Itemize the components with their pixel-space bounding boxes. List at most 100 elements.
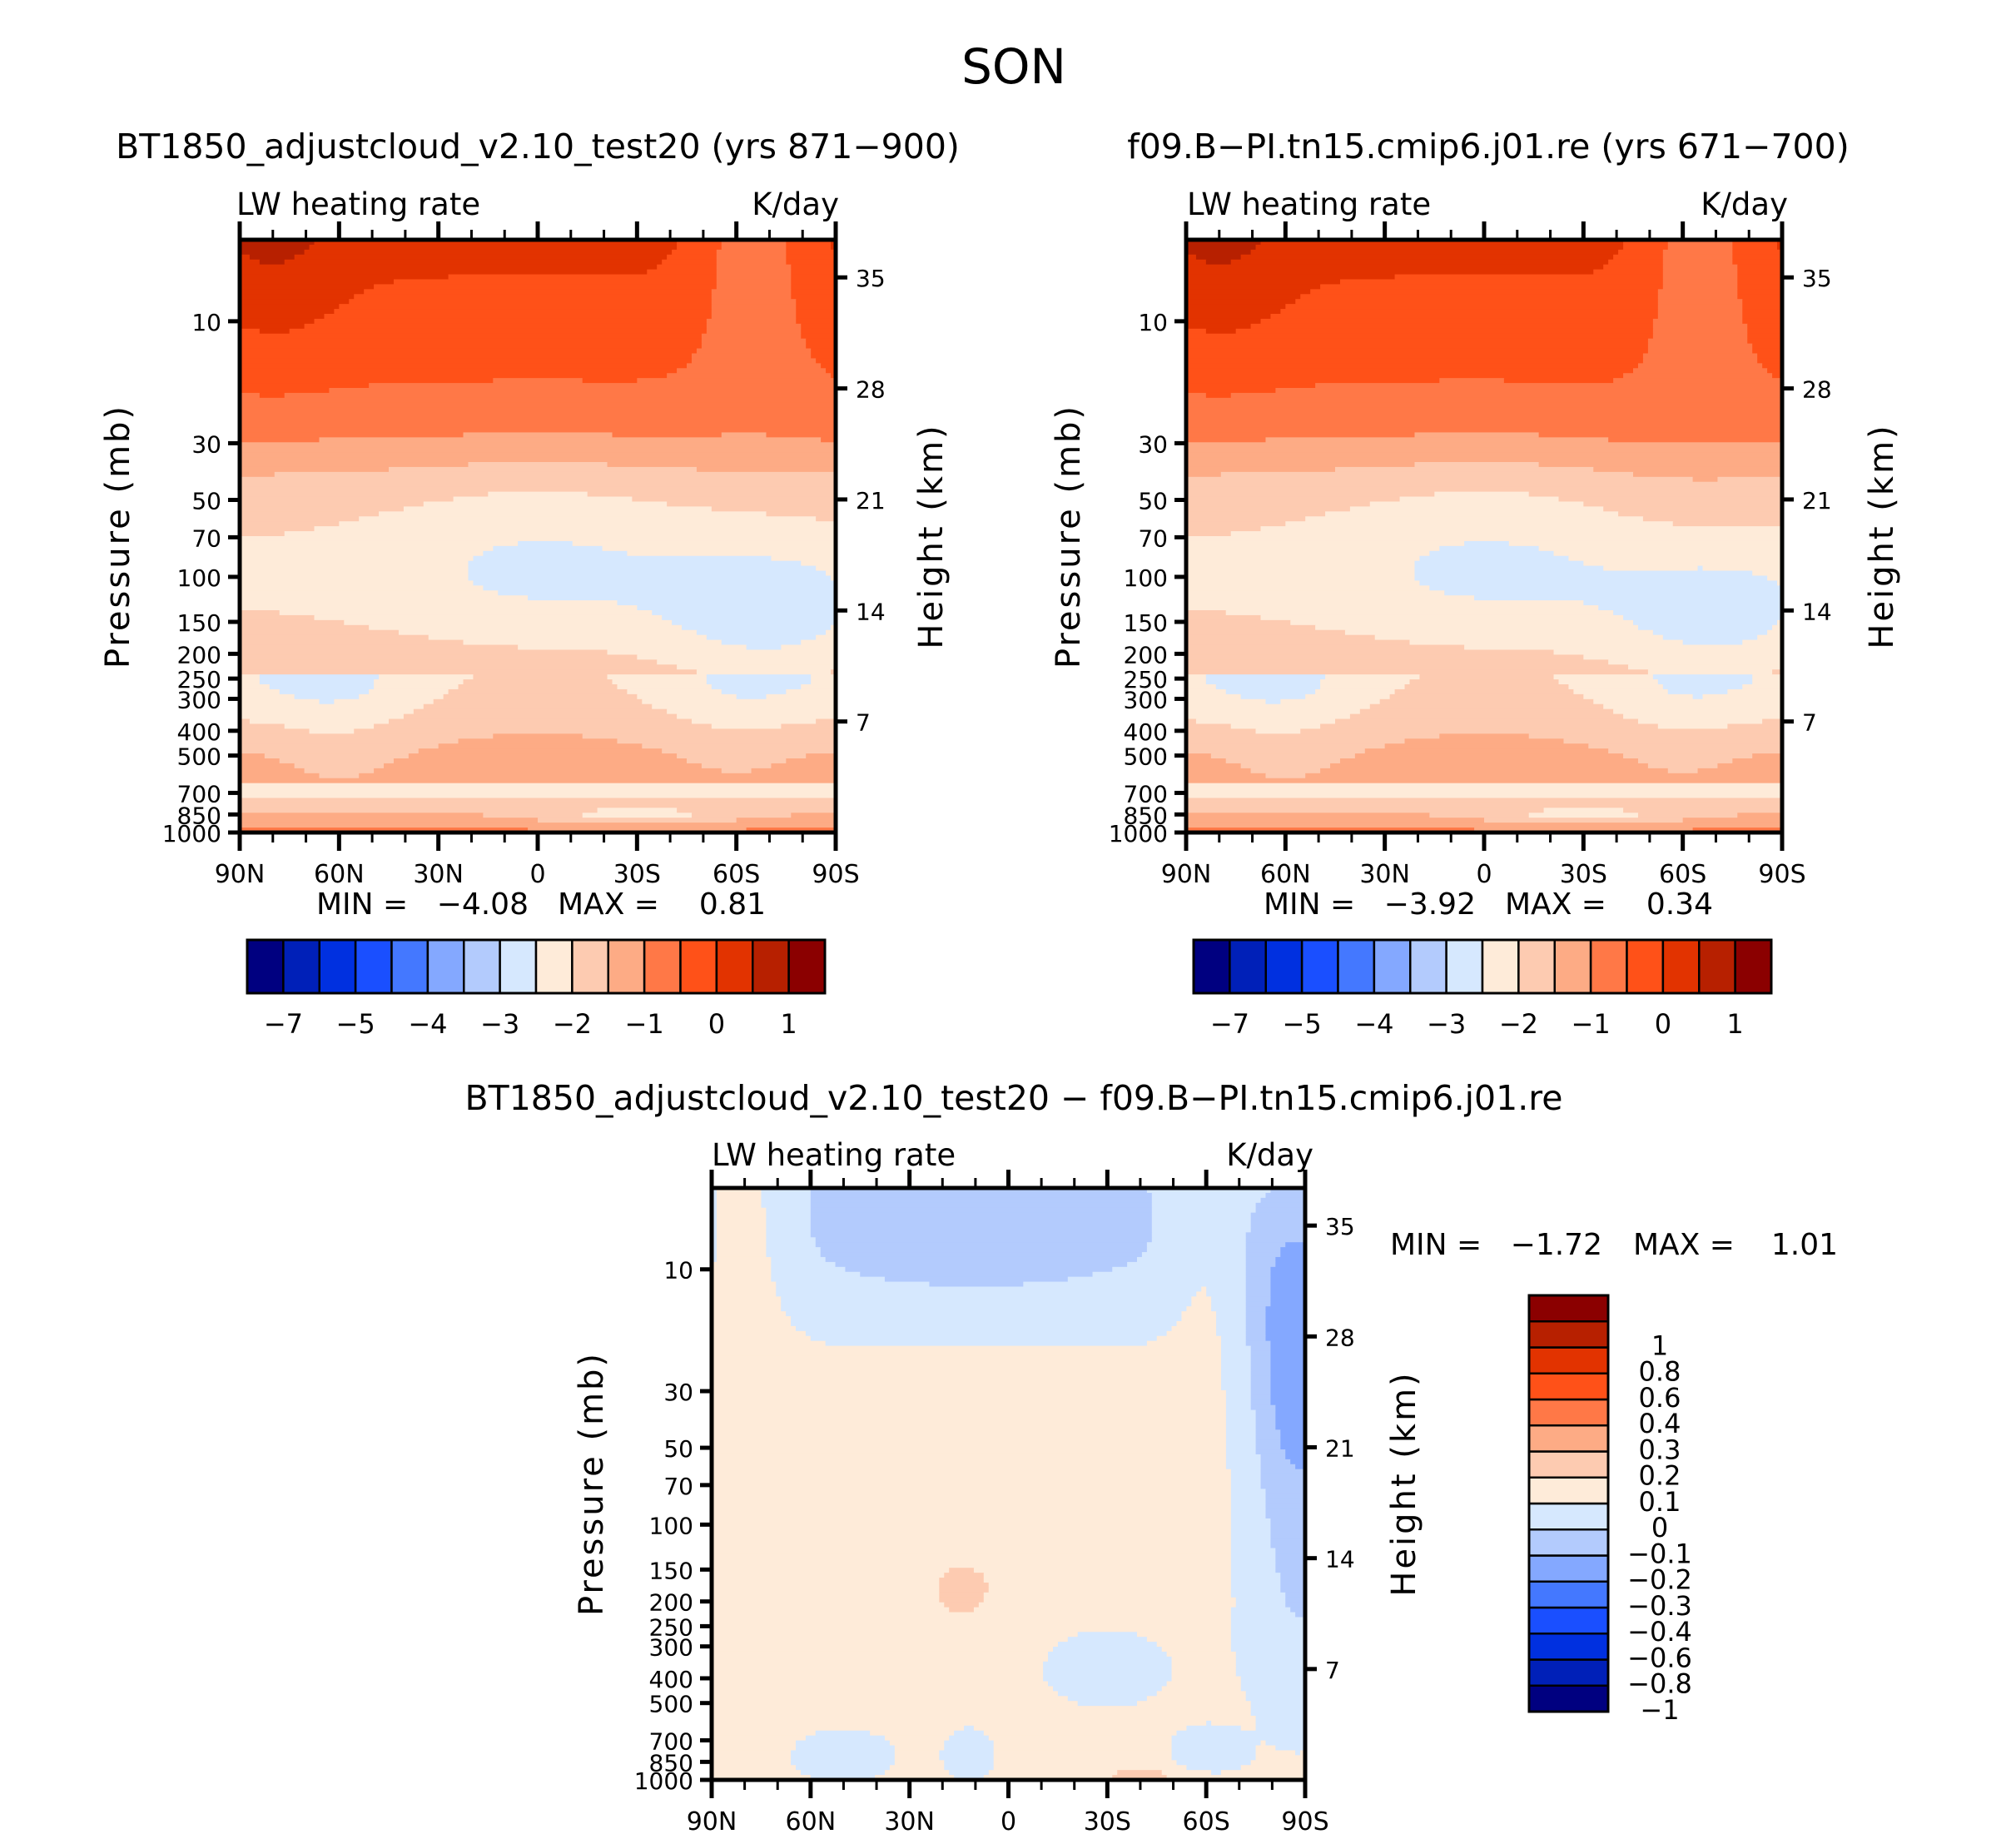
contour-cell [712,1518,1232,1524]
colorbar-frame [1527,1294,1610,1713]
contour-cell [1225,1424,1257,1430]
contour-cell [642,698,836,705]
contour-cell [973,1607,1232,1613]
y-tick-label: 300 [177,686,221,713]
max-value: 0.34 [1646,887,1713,922]
contour-cell [1186,575,1416,581]
contour-cell [721,688,787,695]
contour-cell [240,590,499,596]
contour-cell [1657,309,1743,315]
contour-cell [1186,610,1227,616]
contour-cell [1220,1385,1252,1391]
contour-cell [240,693,295,700]
contour-cell [1043,1671,1173,1677]
contour-cell [240,600,618,606]
contour-cell [572,540,836,547]
contour-cell [716,279,792,285]
contour-cell [240,309,335,315]
contour-cell [667,254,718,261]
colorbar-box [571,938,610,995]
contour-cell [319,773,360,779]
contour-cell [349,299,713,305]
contour-cell [1250,1222,1305,1228]
contour-cell [1151,1227,1252,1233]
contour-cell [240,614,315,621]
contour-cell [418,748,663,754]
contour-cell [701,343,807,350]
contour-cell [1295,1464,1305,1470]
colorbar-box [1373,938,1412,995]
contour-cell [1389,693,1584,700]
contour-cell [1280,1587,1305,1593]
contour-cell [1255,1444,1281,1450]
contour-cell [612,432,722,438]
colorbar-box [1589,938,1628,995]
contour-cell [1225,1404,1252,1411]
contour-cell [944,1740,995,1747]
contour-cell [766,1222,812,1228]
contour-cell [766,1217,812,1224]
contour-cell [711,314,797,320]
contour-cell [1553,674,1654,680]
y-tick-label: 1000 [1109,820,1168,847]
contour-cell [1195,718,1336,725]
contour-cell [712,1301,782,1307]
contour-cell [240,323,305,330]
contour-cell [1692,828,1782,833]
contour-cell [587,491,836,498]
colorbar-box [1192,938,1231,995]
contour-cell [1315,688,1396,695]
contour-cell [1637,813,1738,818]
contour-cell [1245,1256,1276,1263]
contour-cell [716,1222,767,1228]
x-tick-label: 0 [529,860,545,889]
contour-cell [1225,1444,1257,1450]
contour-cell [1583,501,1782,507]
contour-cell [712,1592,940,1598]
contour-cell [721,240,787,246]
contour-cell [1146,1247,1247,1253]
contour-cell [1682,818,1782,823]
contour-cell [1772,624,1782,631]
contour-cell [801,323,836,330]
contour-cell [339,521,836,527]
colorbar-box [679,938,718,995]
y-tick-label: 150 [649,1557,693,1584]
contour-cell [393,279,718,285]
contour-cell [1628,664,1782,670]
y-tick-label: 10 [191,309,221,336]
contour-cell [240,328,261,335]
colorbar-box [1481,938,1520,995]
contour-cell [1067,1276,1247,1283]
contour-cell [1211,1770,1222,1776]
contour-cell [274,471,836,478]
contour-cell [1250,1365,1272,1371]
contour-cell [607,674,708,680]
left-string: LW heating rate [236,186,480,222]
contour-cell [1647,763,1719,769]
contour-cell [1404,738,1565,744]
contour-cell [1230,1612,1296,1618]
contour-cell [240,442,836,448]
contour-cell [954,1730,985,1737]
contour-cell [1186,397,1782,404]
contour-cell [831,373,836,379]
contour-cell [240,417,836,424]
contour-cell [1657,723,1728,729]
contour-cell [1633,368,1768,374]
contour-cell [993,1755,1173,1761]
contour-cell [1186,249,1252,256]
contour-cell [1211,1306,1247,1312]
contour-cell [964,1725,975,1732]
contour-cell [240,388,330,394]
contour-cell [771,1276,886,1283]
contour-cell [642,743,836,749]
max-value: 1.01 [1771,1228,1838,1262]
contour-cell [1240,763,1331,769]
contour-cell [949,1770,990,1776]
contour-cell [240,823,836,828]
contour-cell [1747,323,1782,330]
contour-cell [791,1760,896,1766]
colorbar-label: 1 [780,1008,797,1040]
